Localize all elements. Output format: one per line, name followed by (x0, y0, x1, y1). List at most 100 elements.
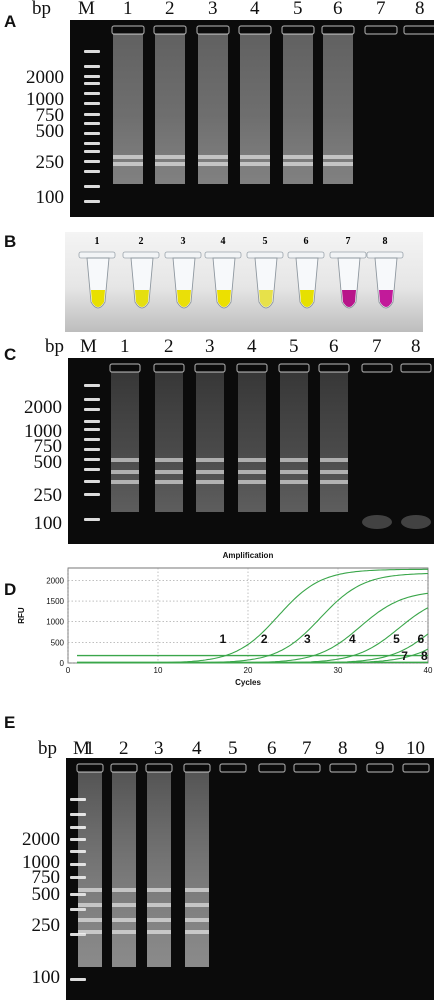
gel-e-lane-band (147, 930, 171, 934)
gel-c-well (318, 363, 350, 373)
chart-title: Amplification (223, 551, 274, 560)
gel-c-lane-band (238, 458, 266, 462)
gel-a-lane-band (323, 162, 353, 166)
x-tick-label: 20 (244, 666, 253, 675)
gel-e-lane-smear (147, 772, 171, 967)
curve-label: 2 (261, 632, 268, 646)
gel-c-marker-label: M (80, 336, 97, 357)
x-tick-label: 40 (424, 666, 433, 675)
gel-c-ladder-band (84, 408, 100, 411)
gel-a-lane-label: 3 (208, 0, 218, 19)
gel-c-lane-band (280, 470, 308, 474)
gel-c-size-label: 500 (33, 452, 63, 473)
y-tick-label: 0 (60, 659, 65, 668)
gel-c-lane-label: 4 (247, 336, 257, 357)
gel-e-lane-label: 7 (302, 738, 312, 759)
amplification-curve (77, 633, 429, 664)
gel-c-lane-band (155, 480, 183, 484)
gel-c-lane-band (280, 458, 308, 462)
gel-a-lane-label: 1 (123, 0, 133, 19)
panel-letter-a: A (4, 12, 17, 31)
x-tick-label: 30 (334, 666, 343, 675)
gel-e-size-label: 250 (31, 915, 61, 936)
gel-e-size-label: 750 (31, 867, 61, 888)
gel-e-lane-smear (112, 772, 136, 967)
gel-a-ladder-band (84, 102, 100, 105)
tube-label: 2 (139, 236, 144, 247)
gel-a-size-label: 750 (35, 105, 65, 126)
gel-c-primer-dimer (362, 515, 392, 529)
tube-label: 7 (346, 236, 351, 247)
gel-a-size-label: 500 (35, 121, 65, 142)
gel-e-well (258, 763, 286, 773)
gel-c-bp-label: bp (45, 336, 64, 357)
gel-c-well (153, 363, 185, 373)
gel-e-well (183, 763, 211, 773)
gel-a-lane-band (113, 155, 143, 159)
tube (164, 251, 202, 309)
tube-row: 1 2 3 4 5 6 7 8 (78, 236, 404, 309)
tube-liquid (379, 290, 393, 307)
gel-a-size-label: 2000 (26, 67, 64, 88)
curve-label: 5 (393, 632, 400, 646)
panel-letter-d: D (4, 580, 17, 599)
gel-a-lane-band (323, 155, 353, 159)
gel-a-lane-band (198, 162, 228, 166)
gel-a-ladder-band (84, 92, 100, 95)
tube (329, 251, 367, 309)
gel-c-lane-band (320, 458, 348, 462)
curve-label: 8 (421, 649, 428, 663)
x-tick-label: 10 (154, 666, 163, 675)
tube-liquid (259, 290, 273, 307)
gel-c-ladder-band (84, 518, 100, 521)
gel-c-ladder-band (84, 458, 100, 461)
tube-liquid (177, 290, 191, 307)
gel-c-ladder-band (84, 384, 100, 387)
gel-e-size-label: 500 (31, 884, 61, 905)
gel-c-well (236, 363, 268, 373)
gel-e-lane-label: 8 (338, 738, 348, 759)
gel-c-lane-band (155, 458, 183, 462)
gel-c-lane-band (196, 480, 224, 484)
panel-letter-e: E (4, 713, 16, 732)
gel-c-lane-label: 1 (120, 336, 130, 357)
tube-liquid (342, 290, 356, 307)
gel-e-lane-band (147, 888, 171, 892)
gel-a-lane-label: 5 (293, 0, 303, 19)
gel-c-size-label: 250 (33, 485, 63, 506)
gel-a-ladder-band (84, 82, 100, 85)
gel-a-well (364, 25, 398, 35)
gel-a-well (281, 25, 315, 35)
gel-e-well (366, 763, 394, 773)
curve-label: 1 (219, 632, 226, 646)
gel-e-lane-band (185, 930, 209, 934)
gel-e-well (329, 763, 357, 773)
tube (122, 251, 160, 309)
gel-a-lane-smear (240, 34, 270, 184)
x-tick-label: 0 (66, 666, 71, 675)
gel-a-lane-smear (283, 34, 313, 184)
gel-c-lane-band (238, 470, 266, 474)
gel-e-lane-smear (78, 772, 102, 967)
gel-c-lane-label: 3 (205, 336, 215, 357)
gel-image-e (66, 758, 434, 1000)
gel-a-marker-label: M (78, 0, 95, 19)
gel-e-bp-label: bp (38, 738, 57, 759)
gel-a-well (111, 25, 145, 35)
gel-a-ladder-band (84, 185, 100, 188)
gel-c-lane-label: 8 (411, 336, 421, 357)
gel-c-lane-smear (111, 372, 139, 512)
gel-a-ladder-band (84, 75, 100, 78)
gel-e-lane-band (112, 903, 136, 907)
gel-a-ladder-band (84, 150, 100, 153)
gel-e-well (110, 763, 138, 773)
gel-a-lane-label: 8 (415, 0, 425, 19)
tube (246, 251, 284, 309)
gel-e-lane-band (112, 918, 136, 922)
gel-c-size-label: 1000 (24, 421, 62, 442)
gel-c-size-label: 2000 (24, 397, 62, 418)
gel-a-lane-smear (113, 34, 143, 184)
gel-e-size-label: 1000 (22, 852, 60, 873)
gel-a-ladder-band (84, 200, 100, 203)
gel-a-lane-band (283, 155, 313, 159)
